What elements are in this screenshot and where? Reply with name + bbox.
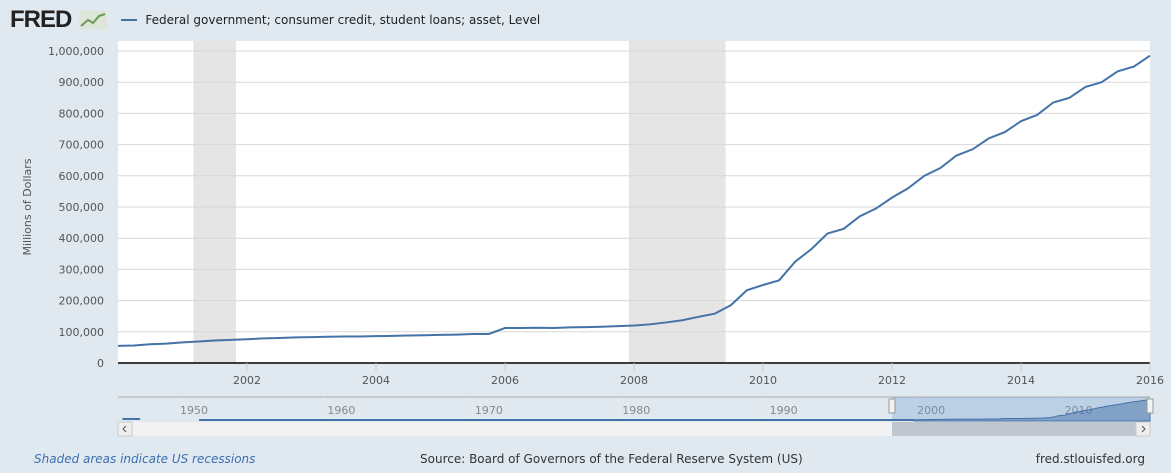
y-tick-label: 600,000 <box>59 170 105 183</box>
y-tick-label: 700,000 <box>59 139 105 152</box>
scrollbar-thumb[interactable] <box>892 422 1150 436</box>
navigator-tick-label: 1950 <box>180 404 208 417</box>
x-tick-label: 2006 <box>491 374 519 387</box>
graph-icon <box>79 11 108 29</box>
recession-band <box>193 41 237 363</box>
y-tick-label: 300,000 <box>59 263 105 276</box>
navigator-tick-label: 1990 <box>770 404 798 417</box>
x-tick-label: 2004 <box>362 374 390 387</box>
x-tick-label: 2010 <box>749 374 777 387</box>
y-tick-label: 800,000 <box>59 107 105 120</box>
navigator-tick-label: 1980 <box>622 404 650 417</box>
y-tick-label: 0 <box>97 357 104 370</box>
fred-url[interactable]: fred.stlouisfed.org <box>1035 452 1145 466</box>
navigator-handle[interactable] <box>1146 398 1154 414</box>
source-text: Source: Board of Governors of the Federa… <box>420 452 803 466</box>
navigator-series-area <box>913 398 1151 422</box>
legend-swatch <box>121 19 138 21</box>
x-tick-label: 2016 <box>1136 374 1164 387</box>
fred-logo[interactable]: FRED <box>10 6 72 33</box>
scroll-right-button[interactable] <box>1135 421 1151 437</box>
arrow-left-icon <box>122 425 127 433</box>
navigator-tick-label: 1970 <box>475 404 503 417</box>
y-tick-label: 1,000,000 <box>48 45 104 58</box>
x-tick-label: 2012 <box>878 374 906 387</box>
y-tick-label: 400,000 <box>59 232 105 245</box>
navigator-handle[interactable] <box>888 398 896 414</box>
arrow-right-icon <box>1141 425 1146 433</box>
y-tick-label: 200,000 <box>59 295 105 308</box>
x-tick-label: 2002 <box>233 374 261 387</box>
navigator-tick-label: 1960 <box>327 404 355 417</box>
y-tick-label: 500,000 <box>59 201 105 214</box>
y-tick-label: 900,000 <box>59 76 105 89</box>
legend-label: Federal government; consumer credit, stu… <box>145 13 541 27</box>
scroll-left-button[interactable] <box>117 421 133 437</box>
navigator-tick-label: 2000 <box>917 404 945 417</box>
x-tick-label: 2014 <box>1007 374 1035 387</box>
chart-header: FRED Federal government; consumer credit… <box>10 6 540 34</box>
y-axis-label: Millions of Dollars <box>21 158 34 255</box>
recession-band <box>628 41 726 363</box>
y-tick-label: 100,000 <box>59 326 105 339</box>
recession-note: Shaded areas indicate US recessions <box>34 452 256 466</box>
x-tick-label: 2008 <box>620 374 648 387</box>
